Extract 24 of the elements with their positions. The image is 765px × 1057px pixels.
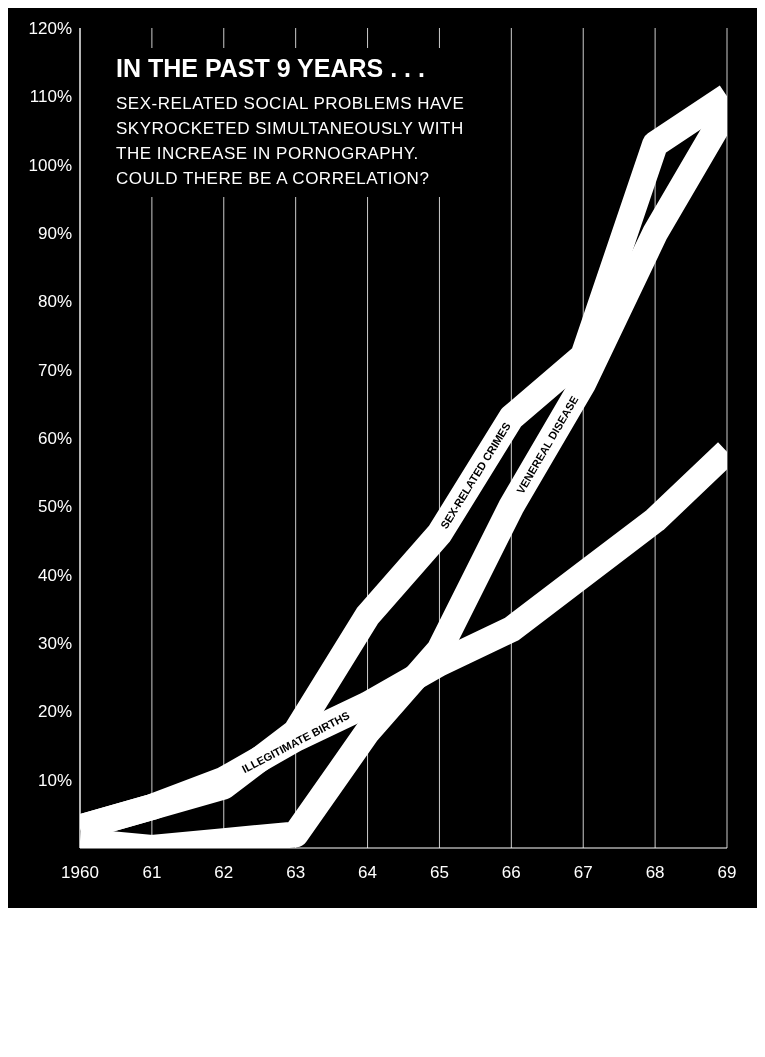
y-tick-label: 30% <box>37 634 72 654</box>
y-tick-label: 110% <box>29 87 72 107</box>
y-tick-label: 80% <box>37 292 72 312</box>
y-tick-label: 90% <box>37 224 72 244</box>
x-tick-label: 67 <box>573 863 593 883</box>
y-tick-label: 70% <box>37 360 72 380</box>
x-tick-label: 62 <box>214 863 234 883</box>
y-tick-label: 10% <box>37 770 72 790</box>
x-tick-label: 69 <box>717 863 737 883</box>
y-tick-label: 100% <box>28 155 72 175</box>
x-tick-label: 65 <box>429 863 449 883</box>
y-tick-label: 50% <box>37 497 72 517</box>
y-tick-label: 40% <box>37 565 72 585</box>
y-tick-label: 60% <box>37 429 72 449</box>
x-tick-label: 64 <box>358 863 378 883</box>
x-tick-label: 66 <box>501 863 521 883</box>
y-tick-label: 20% <box>37 702 72 722</box>
y-tick-label: 120% <box>28 19 72 39</box>
text: IN THE PAST 9 YEARS . . . <box>116 54 426 83</box>
x-tick-label: 68 <box>645 863 665 883</box>
x-tick-label: 63 <box>286 863 306 883</box>
x-tick-label: 61 <box>142 863 162 883</box>
text: SEX-RELATED SOCIAL PROBLEMS HAVE SKYROCKETED SIMULTANEOUSLY WITH THE INCREASE IN PORNOGRAPHY. COULD THERE BE A CORRELATION? <box>116 93 466 190</box>
x-tick-label: 1960 <box>61 863 99 883</box>
